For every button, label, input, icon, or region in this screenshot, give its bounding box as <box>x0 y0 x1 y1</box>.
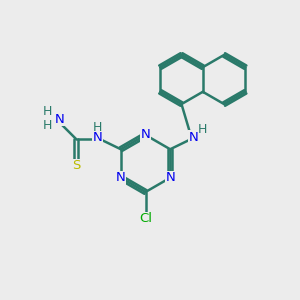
Text: N: N <box>188 131 198 144</box>
Text: H: H <box>93 121 102 134</box>
Text: N: N <box>93 131 103 144</box>
Text: H: H <box>43 119 52 132</box>
Text: N: N <box>141 128 150 142</box>
Text: N: N <box>116 171 126 184</box>
Text: H: H <box>43 105 52 118</box>
Text: N: N <box>165 171 175 184</box>
Text: H: H <box>198 123 207 136</box>
Text: S: S <box>72 159 80 172</box>
Text: N: N <box>54 113 64 126</box>
Text: Cl: Cl <box>139 212 152 226</box>
